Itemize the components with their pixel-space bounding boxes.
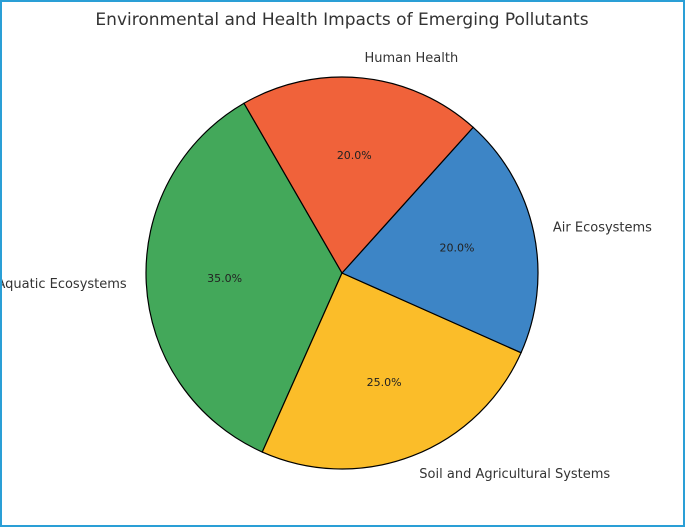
pie-slice-aquatic-ecosystems (145, 102, 343, 453)
pct-label-soil-and-agricultural-systems: 25.0% (367, 376, 402, 389)
pie-labels: Aquatic Ecosystems 35.0% Soil and Agricult… (2, 51, 652, 482)
slice-label-human-health: Human Health (365, 51, 459, 66)
slice-label-soil-and-agricultural-systems: Soil and Agricultural Systems (419, 467, 610, 482)
pie-slices (145, 76, 539, 470)
pie-slice-soil-and-agricultural-systems (261, 272, 522, 470)
pct-label-air-ecosystems: 20.0% (440, 242, 475, 255)
slice-label-aquatic-ecosystems: Aquatic Ecosystems (2, 277, 127, 292)
slice-label-air-ecosystems: Air Ecosystems (553, 221, 652, 236)
pct-label-aquatic-ecosystems: 35.0% (207, 272, 242, 285)
pct-label-human-health: 20.0% (337, 149, 372, 162)
pie-slice-human-health (243, 76, 474, 275)
chart-title: Environmental and Health Impacts of Emer… (95, 10, 588, 30)
pie-slice-air-ecosystems (341, 126, 539, 354)
